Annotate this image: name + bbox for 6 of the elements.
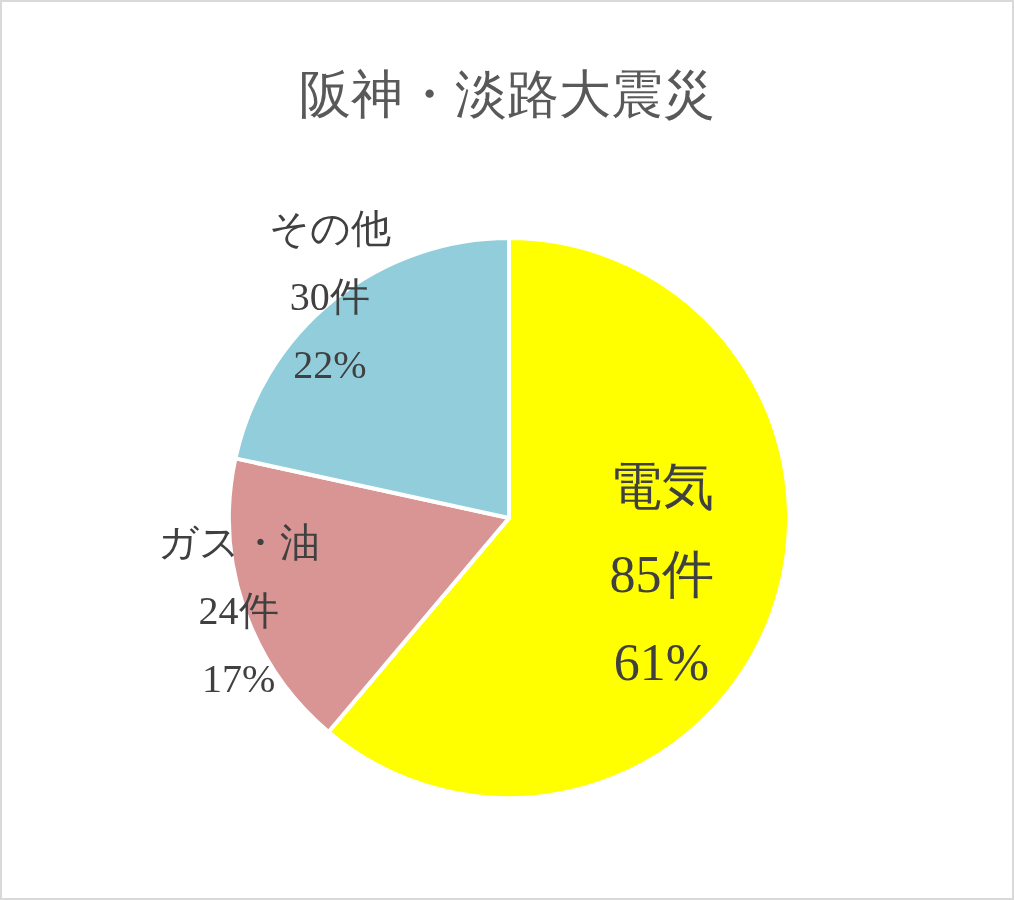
slice-label: その他: [268, 205, 391, 251]
data-label: 30件 22%: [289, 273, 370, 387]
slice-label: 電気: [609, 457, 714, 515]
slice-label: ガス・油: [157, 519, 320, 565]
data-label: 85件 61%: [609, 545, 714, 692]
chart-title: 阪神・淡路大震災: [299, 66, 715, 123]
